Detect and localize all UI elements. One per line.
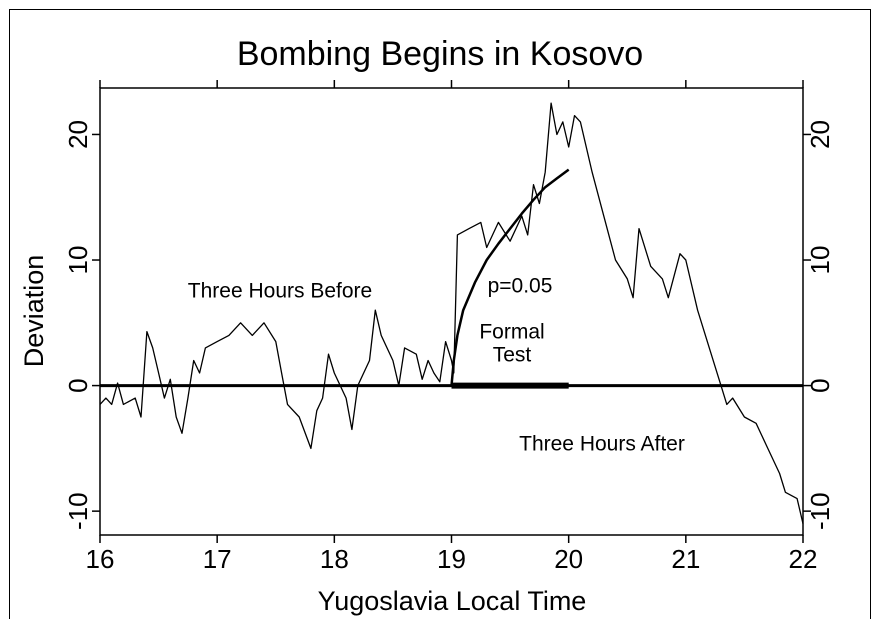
series-line: [450, 168, 570, 386]
series-line: [99, 102, 804, 524]
y-tick-label-right: 0: [805, 378, 835, 392]
chart-title: Bombing Begins in Kosovo: [237, 35, 643, 73]
x-tick-label: 19: [437, 544, 466, 574]
y-tick-label: 0: [63, 378, 93, 392]
annotation: Test: [493, 344, 532, 367]
annotation: Formal: [479, 321, 544, 344]
y-tick-label: 20: [63, 120, 93, 149]
y-tick-label: 10: [63, 246, 93, 275]
x-axis-label: Yugoslavia Local Time: [318, 586, 587, 616]
y-tick-label: -10: [63, 492, 93, 530]
x-tick-label: 22: [789, 544, 818, 574]
y-tick-label-right: 20: [805, 120, 835, 149]
frame: [9, 9, 871, 619]
x-tick-label: 21: [671, 544, 700, 574]
y-tick-label-right: 10: [805, 246, 835, 275]
annotation: Three Hours Before: [188, 280, 372, 303]
y-tick-label-right: -10: [805, 492, 835, 530]
y-axis-label: Deviation: [19, 255, 49, 368]
annotation: Three Hours After: [519, 433, 685, 456]
x-tick-label: 20: [554, 544, 583, 574]
annotation: p=0.05: [488, 275, 553, 298]
x-tick-label: 16: [86, 544, 115, 574]
x-tick-label: 18: [320, 544, 349, 574]
x-tick-label: 17: [203, 544, 232, 574]
